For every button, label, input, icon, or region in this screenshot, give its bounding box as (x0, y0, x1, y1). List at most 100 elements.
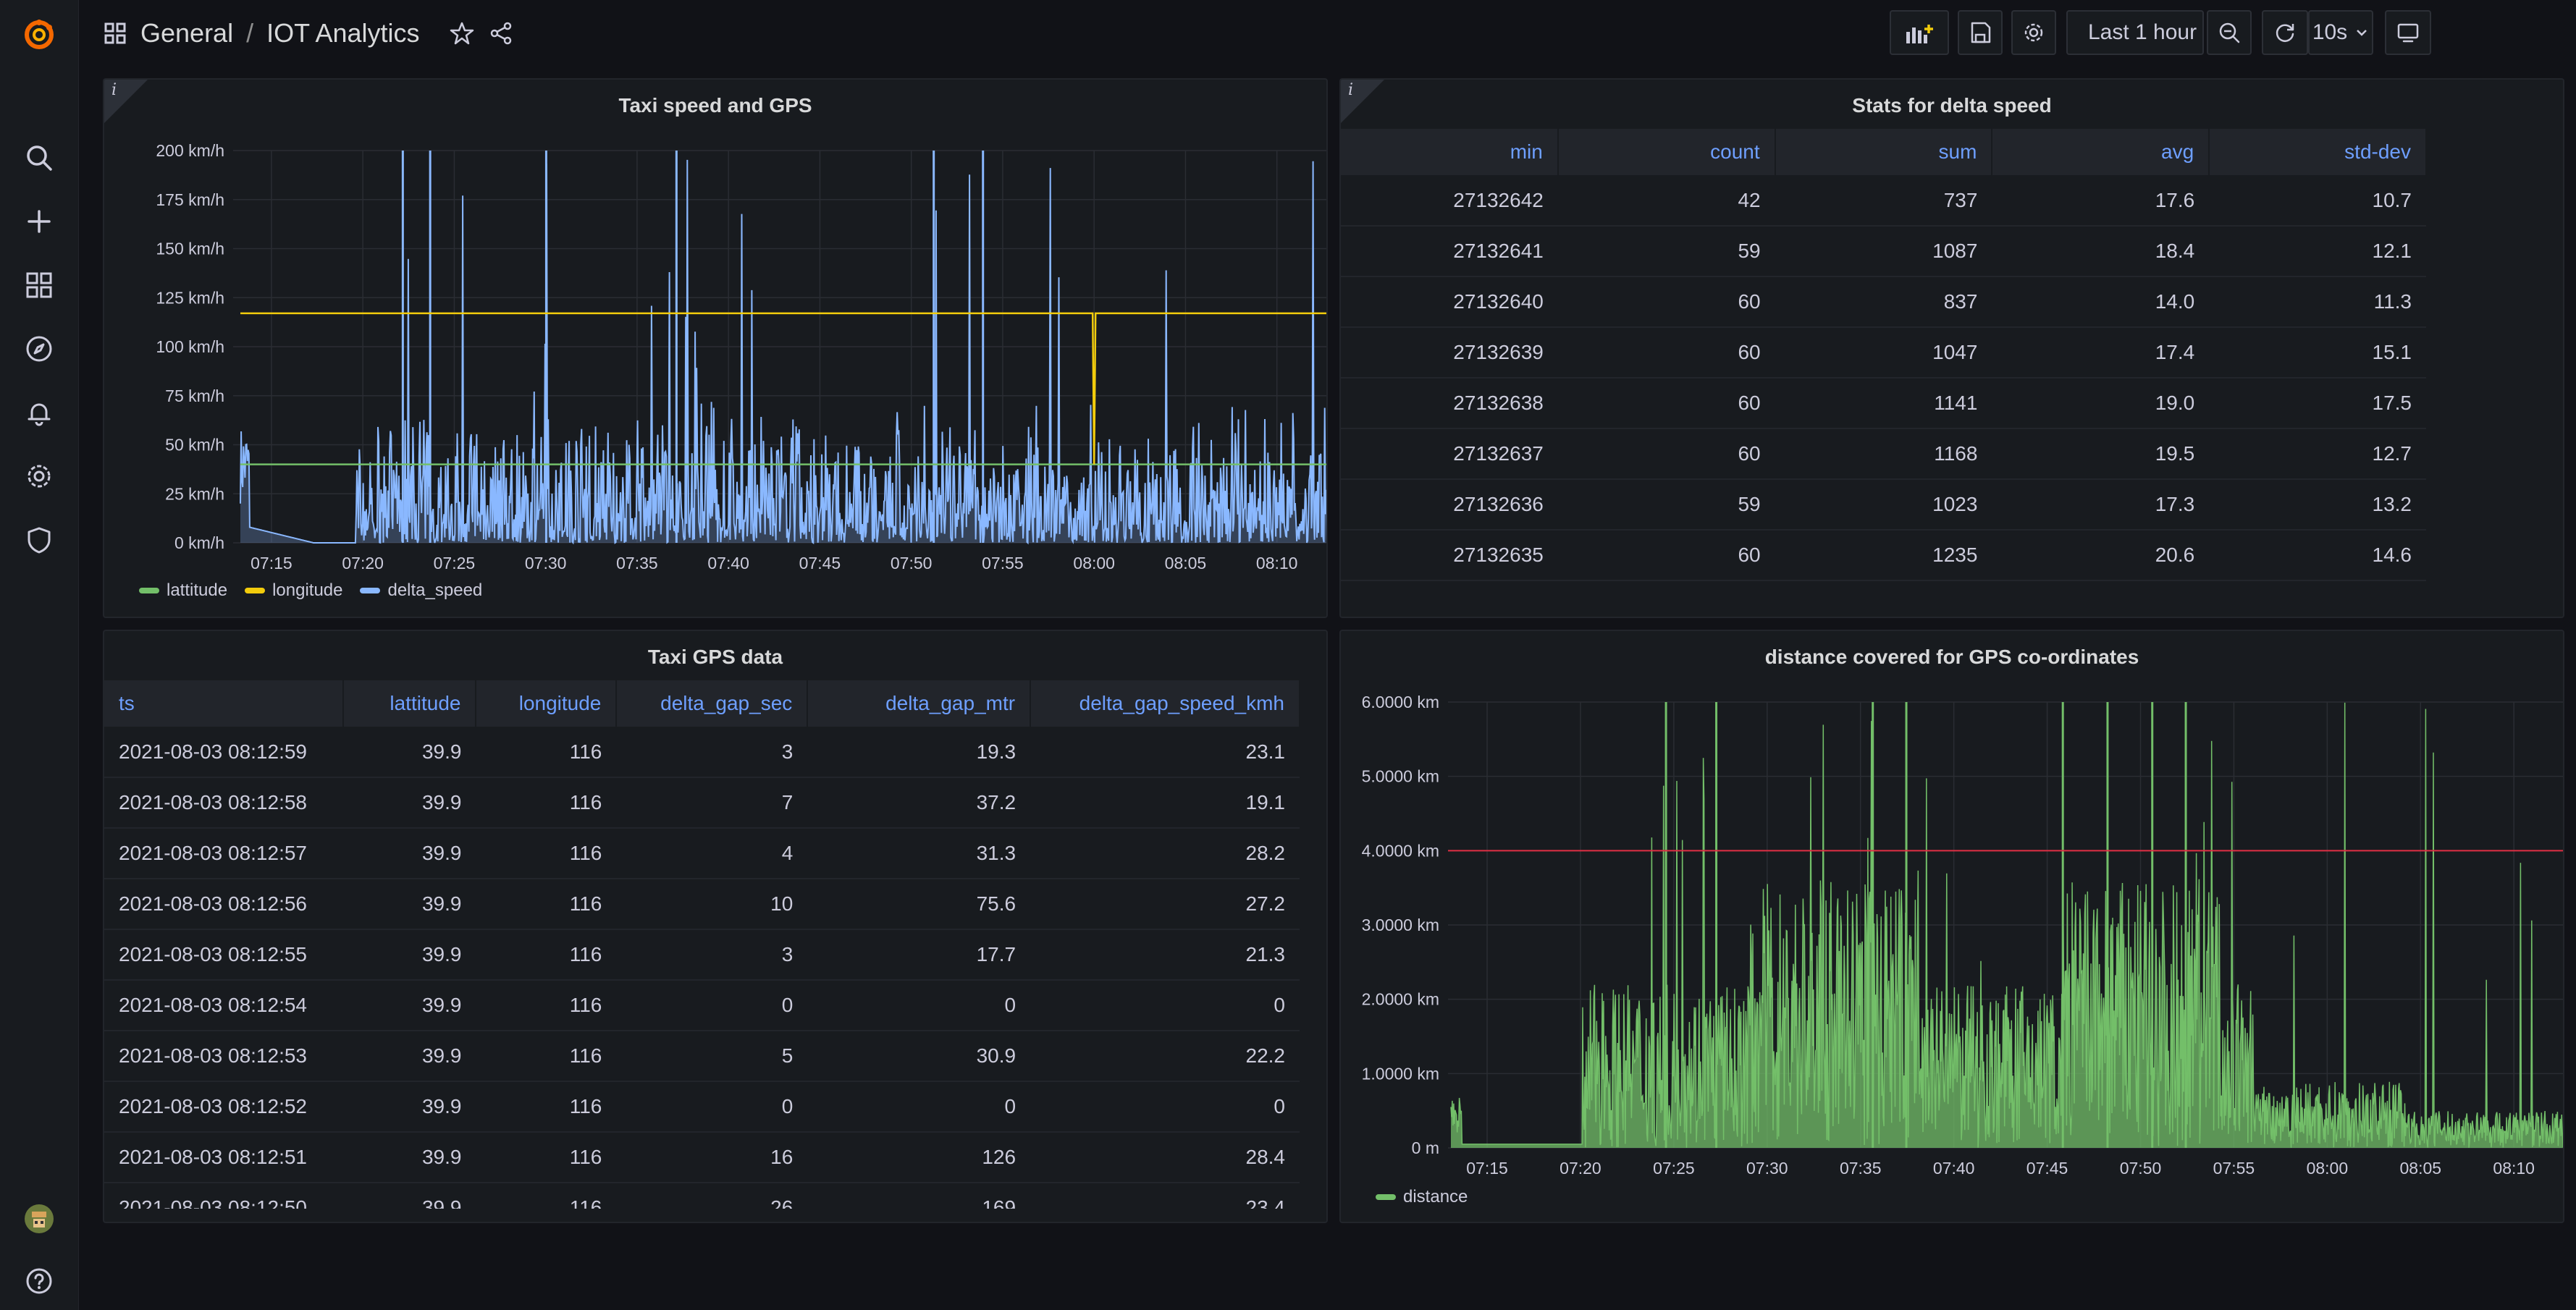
panel-title[interactable]: Taxi speed and GPS (618, 94, 812, 117)
monitor-icon (2397, 23, 2419, 43)
search-icon[interactable] (17, 136, 61, 179)
table-cell: 19.1 (1030, 777, 1300, 829)
legend-item-distance[interactable]: distance (1376, 1187, 1468, 1207)
refresh-button[interactable] (2262, 10, 2308, 55)
user-avatar[interactable] (17, 1197, 61, 1241)
table-cell: 126 (807, 1132, 1031, 1183)
column-header-std-dev[interactable]: std-dev (2209, 129, 2427, 175)
gps-table-scroll[interactable]: ts lattitude longitude delta_gap_sec delta_g… (104, 680, 1300, 1209)
table-cell: 17.7 (807, 929, 1031, 981)
legend-item-lattitude[interactable]: lattitude (139, 580, 227, 601)
table-cell: 23.4 (1030, 1183, 1300, 1209)
distance-line (1450, 702, 2563, 1148)
dashboard-title[interactable]: IOT Analytics (266, 18, 420, 48)
longitude-line (240, 312, 1326, 465)
table-cell: 0 (1030, 980, 1300, 1031)
column-header-delta-gap-mtr[interactable]: delta_gap_mtr (807, 680, 1032, 727)
column-header-count[interactable]: count (1557, 129, 1776, 175)
table-row: 27132636 59 1023 17.3 13.2 (1341, 479, 2426, 531)
table-cell: 2021-08-03 08:12:59 (104, 727, 343, 778)
save-dashboard-button[interactable] (1958, 10, 2003, 55)
panel-title[interactable]: Stats for delta speed (1852, 94, 2052, 117)
table-cell: 1087 (1775, 226, 1992, 277)
x-tick-label: 07:20 (1560, 1159, 1601, 1178)
table-cell: 116 (476, 828, 617, 879)
y-tick-label: 125 km/h (156, 288, 224, 307)
table-cell: 19.5 (1992, 428, 2210, 480)
dashboard-grid-icon (104, 22, 126, 44)
column-header-sum[interactable]: sum (1775, 129, 1993, 175)
zoom-out-button[interactable] (2207, 10, 2252, 55)
y-tick-label: 75 km/h (165, 386, 224, 405)
table-cell: 39.9 (342, 1081, 476, 1133)
table-cell: 7 (616, 777, 808, 829)
panel-title[interactable]: distance covered for GPS co-ordinates (1764, 646, 2139, 668)
column-header-lattitude[interactable]: lattitude (342, 680, 477, 727)
x-tick-label: 07:40 (707, 554, 749, 572)
help-icon[interactable] (17, 1259, 61, 1303)
table-cell: 31.3 (807, 828, 1031, 879)
configuration-gear-icon[interactable] (17, 455, 61, 498)
table-cell: 14.6 (2209, 530, 2426, 581)
table-cell: 2021-08-03 08:12:57 (104, 828, 343, 879)
x-tick-label: 08:10 (1256, 554, 1298, 572)
y-tick-label: 5.0000 km (1362, 767, 1439, 786)
tv-mode-button[interactable] (2385, 10, 2431, 55)
table-cell: 39.9 (342, 980, 476, 1031)
dashboards-icon[interactable] (17, 263, 61, 307)
folder-link[interactable]: General (140, 18, 234, 48)
column-header-delta-gap-speed-kmh[interactable]: delta_gap_speed_kmh (1030, 680, 1300, 727)
x-tick-label: 07:25 (434, 554, 476, 572)
legend-item-longitude[interactable]: longitude (245, 580, 342, 601)
table-cell: 28.2 (1030, 828, 1300, 879)
panel-title[interactable]: Taxi GPS data (647, 646, 783, 668)
table-row: 2021-08-03 08:12:50 39.9 116 26 169 23.4 (104, 1183, 1300, 1209)
add-panel-button[interactable] (1890, 10, 1949, 55)
x-tick-label: 07:40 (1933, 1159, 1975, 1178)
create-plus-icon[interactable] (17, 200, 61, 243)
x-tick-label: 08:00 (2307, 1159, 2349, 1178)
table-cell: 20.6 (1992, 530, 2210, 581)
table-cell: 19.0 (1992, 378, 2210, 429)
column-header-longitude[interactable]: longitude (476, 680, 618, 727)
column-header-delta-gap-sec[interactable]: delta_gap_sec (616, 680, 809, 727)
server-admin-shield-icon[interactable] (17, 518, 61, 562)
grafana-logo-icon[interactable] (17, 13, 61, 56)
speed-chart[interactable]: 0 km/h 25 km/h 50 km/h 75 km/h 100 km/h 125 k… (104, 80, 1328, 618)
delta-speed-line (240, 159, 1326, 545)
dashboard-settings-button[interactable] (2011, 10, 2056, 55)
column-header-ts[interactable]: ts (104, 680, 344, 727)
breadcrumb-separator: / (246, 18, 254, 48)
table-cell: 37.2 (807, 777, 1031, 829)
table-cell: 0 (1030, 1081, 1300, 1133)
refresh-interval-picker[interactable]: 10s (2308, 10, 2373, 55)
table-cell: 4 (616, 828, 808, 879)
panel-distance-covered: distance covered for GPS co-ordinates 0 … (1339, 630, 2564, 1223)
table-cell: 27132637 (1341, 428, 1558, 480)
table-cell: 17.5 (2209, 378, 2426, 429)
legend-item-delta-speed[interactable]: delta_speed (360, 580, 482, 601)
time-range-picker[interactable]: Last 1 hour (2066, 10, 2204, 55)
table-cell: 60 (1557, 428, 1775, 480)
panel-info-corner[interactable]: i (104, 80, 148, 123)
distance-chart[interactable]: 0 m 1.0000 km 2.0000 km 3.0000 km 4.0000 km 5… (1341, 631, 2564, 1223)
table-cell: 3 (616, 727, 808, 778)
alerting-bell-icon[interactable] (17, 391, 61, 434)
share-icon[interactable] (488, 20, 514, 46)
column-header-avg[interactable]: avg (1992, 129, 2210, 175)
column-header-min[interactable]: min (1341, 129, 1559, 175)
explore-compass-icon[interactable] (17, 327, 61, 371)
table-cell: 2021-08-03 08:12:50 (104, 1183, 343, 1209)
panel-taxi-gps-data: Taxi GPS data ts lattitude longitude delta_… (103, 630, 1328, 1223)
table-row: 27132638 60 1141 19.0 17.5 (1341, 378, 2426, 429)
distance-chart-legend: distance (1376, 1187, 1468, 1207)
panel-info-corner[interactable]: i (1341, 80, 1384, 123)
table-cell: 2021-08-03 08:12:58 (104, 777, 343, 829)
table-row: 2021-08-03 08:12:59 39.9 116 3 19.3 23.1 (104, 727, 1300, 778)
star-icon[interactable] (449, 20, 475, 46)
table-row: 2021-08-03 08:12:54 39.9 116 0 0 0 (104, 980, 1300, 1031)
table-cell: 39.9 (342, 727, 476, 778)
table-cell: 0 (616, 1081, 808, 1133)
table-cell: 116 (476, 1081, 617, 1133)
y-tick-label: 3.0000 km (1362, 916, 1439, 934)
